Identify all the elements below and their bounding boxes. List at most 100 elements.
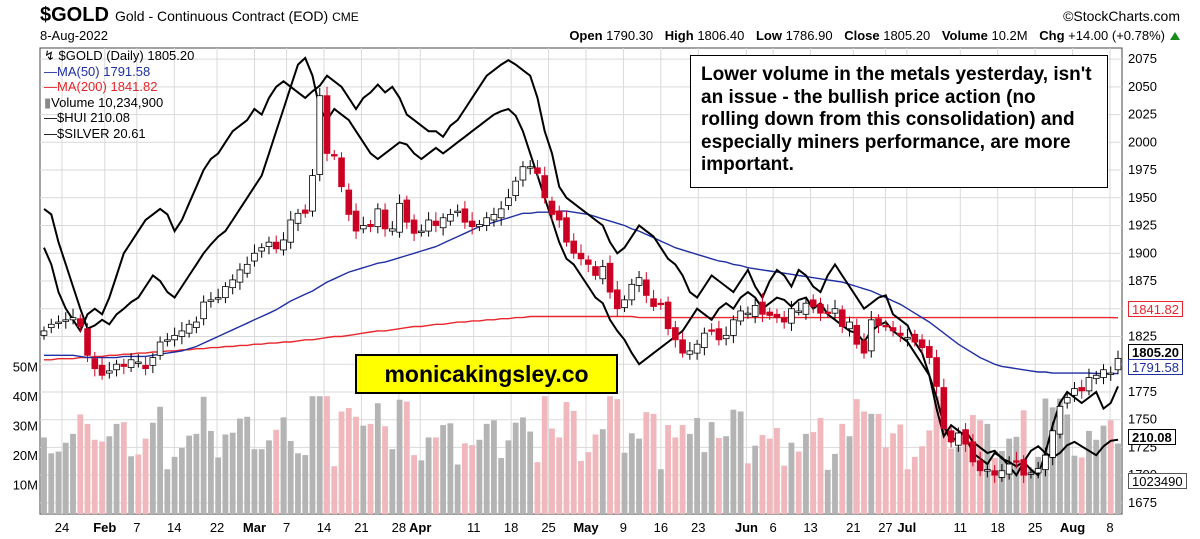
volume-bar (534, 462, 541, 514)
candle-body (69, 317, 77, 321)
x-tick-label: May (573, 520, 599, 535)
volume-bar (962, 434, 969, 514)
volume-bar (1078, 457, 1085, 514)
chg-value: +14.00 (+0.78%) (1068, 28, 1165, 43)
candle-body (926, 346, 933, 358)
volume-bar (142, 438, 149, 514)
candle-body (563, 217, 570, 243)
x-tick-label: Jun (735, 520, 758, 535)
candle-body (1071, 388, 1078, 396)
volume-bar (498, 458, 505, 514)
candle-body (882, 324, 890, 328)
candle-body (606, 262, 614, 293)
volume-bar (237, 418, 243, 514)
candle-body (214, 297, 222, 300)
x-tick-label: 28 (392, 520, 406, 535)
volume-bar (476, 439, 483, 514)
volume-bar (208, 430, 214, 514)
candle-body (135, 361, 142, 364)
volume-bar (911, 456, 918, 514)
y-tick-label: 1925 (1128, 218, 1157, 233)
chart-header: $GOLD Gold - Continuous Contract (EOD) C… (0, 0, 1200, 48)
candle-body (490, 214, 498, 221)
volume-bar (382, 426, 388, 514)
volume-bar (1100, 425, 1107, 514)
volume-bar (469, 445, 476, 514)
close-label: Close (844, 28, 880, 43)
low-value: 1786.90 (785, 28, 833, 43)
candle-body (802, 302, 810, 315)
volume-bar (628, 433, 635, 514)
candle-body (998, 470, 1006, 478)
volume-bar (353, 416, 359, 514)
candle-body (98, 364, 106, 376)
candle-body (773, 313, 781, 319)
volume-bar (592, 434, 599, 514)
volume-bar (817, 417, 824, 514)
volume-bar (113, 423, 120, 514)
line-icon: — (44, 63, 57, 79)
candle-body (40, 330, 48, 336)
candle-body (330, 154, 338, 157)
volume-bar (1115, 443, 1121, 514)
x-tick-label: 24 (55, 520, 69, 535)
candle-body (766, 311, 773, 316)
candle-body (425, 219, 432, 232)
candle-body (1056, 405, 1064, 435)
candle-body (127, 359, 135, 368)
candle-body (193, 321, 200, 328)
candle-body (185, 323, 193, 334)
volume-bar (882, 447, 889, 514)
y-tick-label: 2000 (1128, 134, 1157, 149)
candle-body (526, 166, 534, 169)
volume-bar (440, 425, 447, 514)
candle-body (657, 302, 665, 306)
volume-bar (745, 463, 751, 514)
volume-bar (686, 433, 693, 514)
x-tick-label: 25 (1028, 520, 1042, 535)
x-tick-label: 7 (283, 520, 290, 535)
volume-bar (302, 455, 309, 514)
candle-body (759, 301, 766, 315)
candle-body (918, 339, 926, 348)
y-tick-label: 1900 (1128, 245, 1157, 260)
candle-body (251, 252, 258, 262)
x-tick-label: 23 (691, 520, 705, 535)
source-credit[interactable]: ©StockCharts.com (1063, 8, 1180, 24)
up-arrow-icon (1170, 32, 1180, 40)
candle-body (338, 157, 345, 188)
volume-bar (309, 396, 316, 514)
volume-bar (244, 416, 251, 514)
candle-body (447, 214, 454, 222)
volume-bar (926, 430, 933, 514)
volume-bar (70, 433, 76, 514)
x-tick-label: 16 (654, 520, 668, 535)
volume-bar (672, 437, 679, 514)
tag-ma50: 1791.58 (1128, 359, 1183, 375)
candle-body (534, 167, 541, 174)
x-tick-label: 21 (354, 520, 368, 535)
candle-body (120, 363, 128, 367)
volume-bar (41, 437, 47, 514)
candle-body (824, 311, 832, 314)
candle-body (352, 210, 360, 232)
candle-body (969, 441, 977, 463)
legend-ma50: —MA(50) 1791.58 (44, 64, 194, 80)
candle-body (222, 286, 229, 299)
candle-body (47, 323, 55, 328)
line-icon: — (44, 79, 57, 94)
chg-label: Chg (1039, 28, 1065, 43)
candle-body (831, 308, 839, 314)
volume-bar (120, 422, 127, 514)
x-tick-label: 13 (803, 520, 817, 535)
volume-bar (411, 455, 417, 514)
legend-hui: —$HUI 210.08 (44, 110, 194, 126)
volume-tick-label: 40M (13, 389, 38, 404)
volume-bar (280, 417, 287, 514)
volume-bar (701, 452, 708, 514)
legend-silver-text: $SILVER 20.61 (57, 125, 146, 141)
candle-body (1013, 460, 1020, 463)
candle-body (178, 330, 186, 337)
candle-body (686, 350, 694, 355)
candle-body (497, 208, 505, 219)
